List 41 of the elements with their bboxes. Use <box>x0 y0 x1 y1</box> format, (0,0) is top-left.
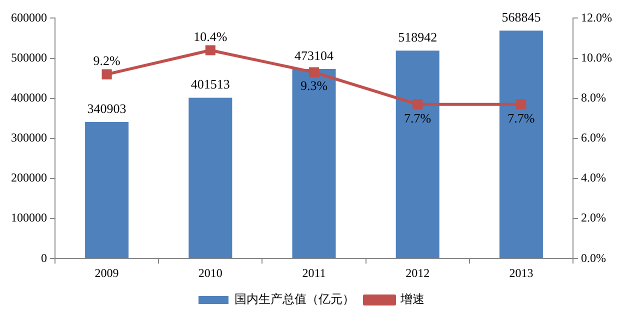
data-label: 7.7% <box>508 110 535 126</box>
x-tick-label: 2012 <box>406 266 430 280</box>
data-label: 9.2% <box>93 53 121 68</box>
data-label: 473104 <box>294 48 334 63</box>
y-tick-label: 0 <box>41 250 47 265</box>
y2-tick-label: 4.0% <box>581 170 606 185</box>
y2-tick-label: 8.0% <box>581 90 606 104</box>
x-tick-label: 2011 <box>302 266 326 280</box>
y-tick-label: 100000 <box>11 210 47 225</box>
bar <box>396 50 440 258</box>
y-tick-label: 300000 <box>11 130 47 145</box>
x-tick-label: 2009 <box>94 266 119 280</box>
y2-tick-label: 10.0% <box>581 50 612 64</box>
point <box>516 99 526 110</box>
y-tick-label: 200000 <box>11 170 47 185</box>
data-label: 568845 <box>502 10 541 25</box>
point <box>102 69 112 80</box>
legend-label: 增速 <box>400 292 424 306</box>
y-tick-label: 400000 <box>11 90 47 104</box>
bar <box>85 122 129 258</box>
y2-tick-label: 0.0% <box>581 250 606 265</box>
point <box>205 45 216 56</box>
legend-label: 国内生产总值（亿元） <box>234 292 354 306</box>
point <box>412 99 423 110</box>
y2-tick-label: 12.0% <box>581 10 612 24</box>
y2-tick-label: 6.0% <box>581 130 606 145</box>
bar <box>188 98 232 258</box>
data-label: 340903 <box>87 100 126 116</box>
x-tick-label: 2013 <box>509 266 534 280</box>
point <box>308 67 320 78</box>
x-tick-label: 2010 <box>198 266 222 280</box>
bar <box>499 30 543 258</box>
data-label: 10.4% <box>194 29 228 44</box>
bar <box>292 69 336 258</box>
y-tick-label: 600000 <box>11 10 47 24</box>
data-label: 7.7% <box>404 110 432 126</box>
data-label: 518942 <box>398 30 438 45</box>
y-tick-label: 500000 <box>11 50 47 64</box>
y2-tick-label: 2.0% <box>581 210 606 225</box>
data-label: 401513 <box>190 76 230 92</box>
data-label: 9.3% <box>300 78 328 94</box>
